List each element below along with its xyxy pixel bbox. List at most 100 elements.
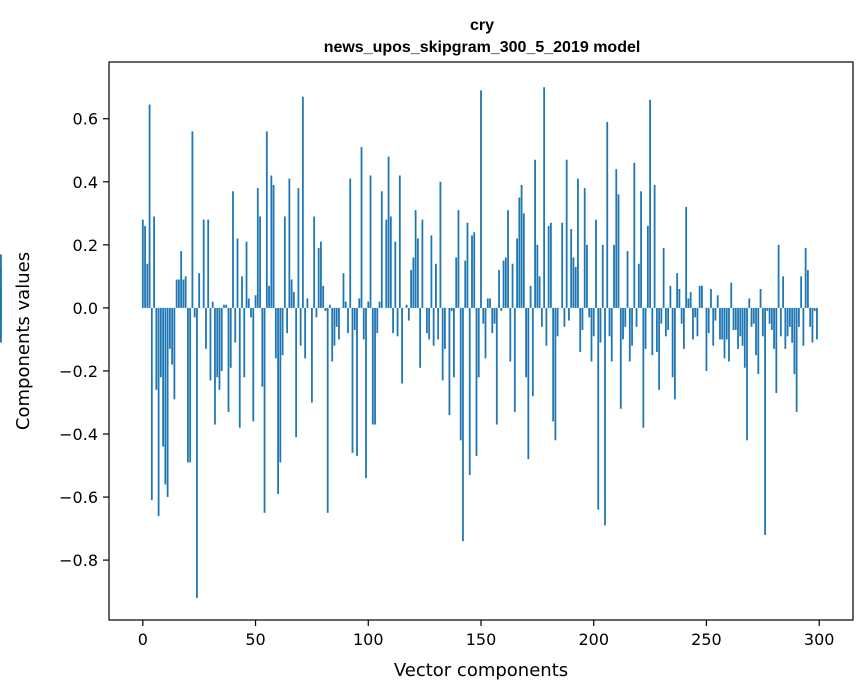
bar [527,307,530,460]
bar [705,307,708,371]
bar [667,307,670,330]
bar [450,307,453,312]
bar [511,263,514,308]
bar [407,307,410,321]
bar [441,307,444,381]
bar [220,307,223,371]
bar [344,301,347,308]
bar [380,191,383,308]
bar [664,307,667,337]
bar [489,298,491,308]
bar [732,307,735,330]
bar [651,307,654,356]
bar [592,307,595,337]
bar [401,307,403,384]
bar [214,307,216,425]
bar [333,307,336,346]
bar [748,298,751,308]
bar [322,285,325,308]
bar [353,307,356,330]
bar [809,307,812,327]
bar [540,307,543,327]
x-axis-label: Vector components [394,660,568,681]
bar [148,104,151,308]
bar [338,307,340,340]
bar [597,307,600,510]
bar [0,298,2,308]
bar [701,285,703,308]
bar [297,188,300,308]
bar [777,244,780,308]
bar [595,219,597,308]
bar [173,307,176,400]
bar [500,307,503,312]
bar [802,307,805,346]
bar [687,298,690,308]
bar [304,307,307,359]
bar [583,188,586,308]
bar [484,307,487,359]
bar [198,273,201,308]
bar [419,307,422,368]
bar [601,244,604,308]
bar [766,307,769,312]
bar [306,298,309,308]
bar [398,175,401,308]
bar [0,307,2,318]
bar [281,307,284,356]
bar [577,178,579,308]
bar [770,307,773,330]
bar [290,279,293,308]
bar [292,292,295,308]
bar [286,307,289,334]
bar [301,96,304,308]
bar [730,282,733,308]
bar [480,90,482,308]
bar [631,307,633,346]
bar [159,307,162,378]
bar [430,235,433,308]
bar [236,238,239,308]
bar [342,273,345,308]
x-tick-label: 150 [466,630,497,649]
bar [283,216,286,308]
bar [683,307,685,349]
bar [171,307,174,365]
x-tick-label: 200 [578,630,609,649]
bar [227,307,230,412]
x-tick-label: 250 [691,630,722,649]
bar [245,241,248,308]
bar [168,307,171,349]
bar [698,285,701,308]
bar [259,216,261,308]
bar [579,307,582,353]
bar [574,266,577,308]
bar [516,238,518,308]
bar [205,307,207,349]
bar [525,307,527,378]
bar [453,307,455,378]
bar [270,175,273,308]
bar [721,307,724,340]
bar [534,159,537,308]
bar [164,307,167,485]
bar [376,307,379,334]
bar [793,307,796,375]
bar [468,307,471,475]
bar [613,244,615,308]
bar [622,307,624,340]
bar [473,232,476,308]
bar [182,279,185,308]
y-tick-label: 0.2 [73,236,98,255]
bar [193,307,196,318]
bar [725,307,728,340]
bar [689,292,692,308]
bar [331,307,334,362]
bar [466,222,469,308]
bar [791,307,794,343]
bar [202,219,205,308]
bar [268,285,270,308]
bar [254,295,257,308]
bar [678,288,681,308]
